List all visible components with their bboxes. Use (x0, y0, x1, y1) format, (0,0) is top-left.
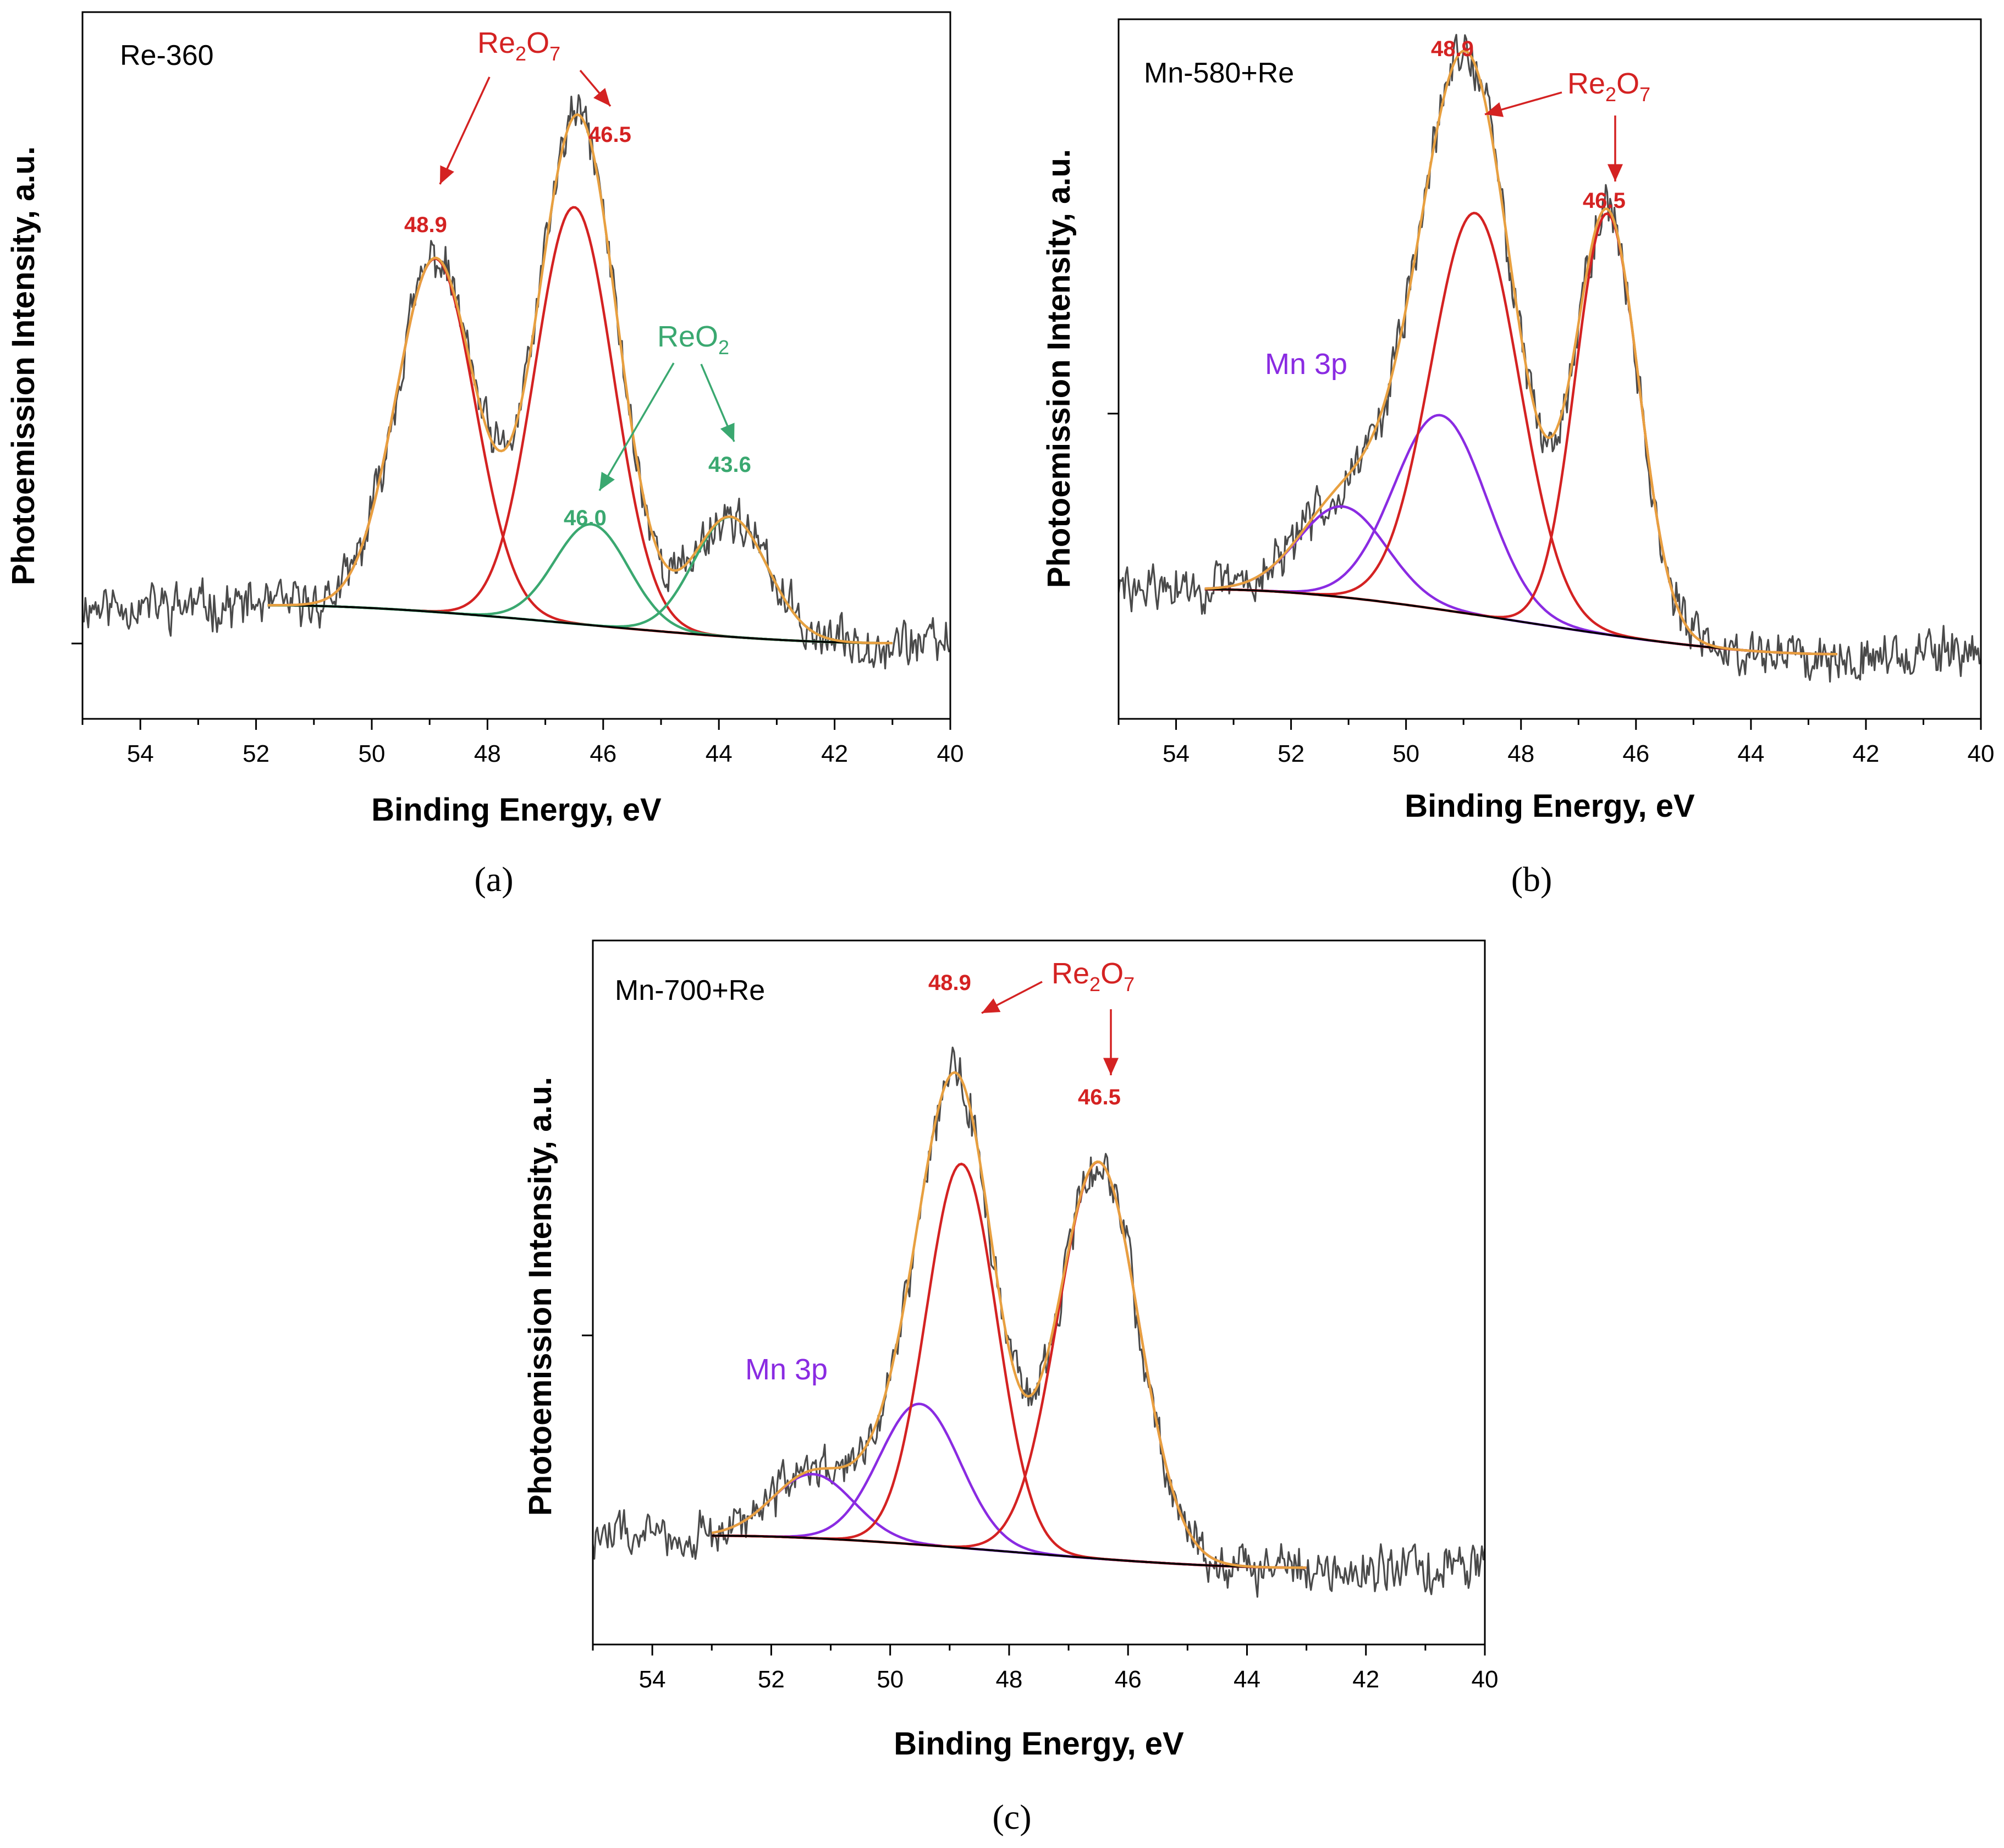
panel-c-re2o7-arrow-1 (981, 981, 1043, 1014)
panel-b-x-tick-label-42: 42 (1852, 740, 1879, 767)
panel-b-y-axis-title: Photoemission Intensity, a.u. (1041, 149, 1077, 588)
panel-a-frame (81, 11, 951, 720)
panel-a-reo2-arrow-2 (700, 364, 735, 442)
panel-a-re2o7-arrow-2 (579, 69, 612, 107)
panel-b-x-tick-label-46: 46 (1622, 740, 1649, 767)
panel-c-plot-layer (592, 1046, 1486, 1598)
panel-b-x-tick-label-52: 52 (1278, 740, 1304, 767)
panel-b-envelope-curve (1204, 50, 1837, 656)
panel-a-x-tick-label-54: 54 (127, 740, 154, 767)
panel-b-x-axis-title: Binding Energy, eV (1405, 788, 1695, 824)
panel-c-x-tick-label-46: 46 (1115, 1666, 1142, 1693)
panel-c-x-tick-label-52: 52 (758, 1666, 785, 1693)
panel-c-peak-label-48.9: 48.9 (928, 971, 971, 995)
panel-c-x-tick-label-48: 48 (995, 1666, 1022, 1693)
panel-a-x-tick-label-46: 46 (590, 740, 616, 767)
panel-b: 54 52 50 48 46 44 42 40 Mn-580+Re Re2O7 48.9 46… (1041, 18, 1995, 899)
panel-b-sample-label: Mn-580+Re (1144, 57, 1294, 89)
panel-c-re2o7-label: Re2O7 (1051, 957, 1135, 996)
panel-c-raw-data-line (592, 1046, 1486, 1598)
panel-b-raw-data-line (1117, 34, 1981, 683)
panel-c-x-tick-label-40: 40 (1472, 1666, 1499, 1693)
panel-a-y-axis-title: Photoemission Intensity, a.u. (5, 146, 41, 585)
panel-b-x-axis: 54 52 50 48 46 44 42 40 (1117, 719, 1995, 767)
panel-b-re2o7-arrow-1 (1484, 91, 1562, 117)
panel-b-component-3-curve (1204, 212, 1837, 656)
panel-a-x-tick-label-48: 48 (474, 740, 501, 767)
panel-c-frame (592, 939, 1486, 1646)
panel-c-x-tick-label-44: 44 (1234, 1666, 1260, 1693)
panel-c-mn3p-label: Mn 3p (745, 1353, 828, 1386)
panel-a-raw-data-line (81, 94, 951, 670)
panel-a-x-tick-label-52: 52 (243, 740, 269, 767)
panel-b-mn3p-label: Mn 3p (1265, 348, 1347, 381)
panel-a-x-tick-label-40: 40 (937, 740, 964, 767)
panel-a-peak-label-46.0: 46.0 (564, 506, 607, 530)
panel-a-x-tick-label-44: 44 (706, 740, 733, 767)
panel-a-peak-label-43.6: 43.6 (708, 453, 751, 477)
panel-c-sample-label: Mn-700+Re (615, 975, 765, 1007)
panel-a-x-axis-title: Binding Energy, eV (371, 792, 662, 828)
panel-a-plot-layer (81, 94, 951, 670)
panel-a-re2o7-label: Re2O7 (477, 26, 560, 65)
panel-c-baseline-curve (712, 1535, 1307, 1569)
panel-c-x-tick-label-50: 50 (877, 1666, 904, 1693)
panel-a-re2o7-arrow-1 (439, 76, 491, 185)
panel-b-caption: (b) (1511, 860, 1552, 899)
panel-c-component-0-curve (711, 1472, 1307, 1569)
panel-c-y-axis-title: Photoemission Intensity, a.u. (522, 1077, 558, 1516)
panel-b-plot-layer (1117, 34, 1981, 683)
panel-c-x-tick-label-54: 54 (639, 1666, 666, 1693)
panel-a-reo2-label: ReO2 (657, 320, 729, 359)
panel-b-frame (1117, 18, 1982, 720)
panel-a-component-0-curve (267, 257, 893, 645)
panel-c-envelope-curve (711, 1071, 1307, 1569)
panel-a-x-tick-label-42: 42 (821, 740, 848, 767)
panel-b-re2o7-label: Re2O7 (1567, 67, 1650, 106)
panel-c-component-1-curve (712, 1402, 1307, 1569)
panel-c-x-tick-label-42: 42 (1352, 1666, 1379, 1693)
panel-b-x-tick-label-40: 40 (1968, 740, 1995, 767)
panel-a-baseline-curve (267, 604, 893, 645)
panel-a: 54 52 50 48 46 44 42 40 Re-360 Re2O7 48.9 46.5 … (5, 11, 964, 899)
panel-c-caption: (c) (992, 1797, 1031, 1836)
panel-b-x-tick-label-44: 44 (1737, 740, 1764, 767)
panel-a-sample-label: Re-360 (120, 40, 214, 72)
panel-a-reo2-arrow-1 (598, 362, 675, 491)
panel-b-x-tick-label-50: 50 (1392, 740, 1419, 767)
panel-b-baseline-curve (1204, 588, 1837, 655)
panel-b-x-tick-label-48: 48 (1507, 740, 1534, 767)
panel-b-component-2-curve (1204, 211, 1837, 656)
panel-a-caption: (a) (474, 860, 513, 899)
panel-a-x-tick-label-50: 50 (359, 740, 386, 767)
panel-a-peak-label-48.9: 48.9 (404, 213, 447, 237)
panel-a-component-1-curve (267, 206, 893, 645)
panel-c-x-axis-title: Binding Energy, eV (894, 1726, 1184, 1762)
panel-c-x-axis: 54 52 50 48 46 44 42 40 (592, 1645, 1499, 1693)
panel-a-x-axis: 54 52 50 48 46 44 42 40 (81, 719, 964, 767)
panel-c: 54 52 50 48 46 44 42 40 Mn-700+Re Re2O7 48.9 46… (522, 939, 1499, 1836)
panel-c-peak-label-46.5: 46.5 (1078, 1085, 1121, 1109)
panel-a-peak-label-46.5: 46.5 (588, 123, 631, 147)
panel-a-envelope-curve (267, 113, 893, 645)
panel-b-peak-label-46.5: 46.5 (1583, 189, 1626, 213)
panel-b-peak-label-48.9: 48.9 (1431, 37, 1474, 61)
panel-b-x-tick-label-54: 54 (1163, 740, 1190, 767)
